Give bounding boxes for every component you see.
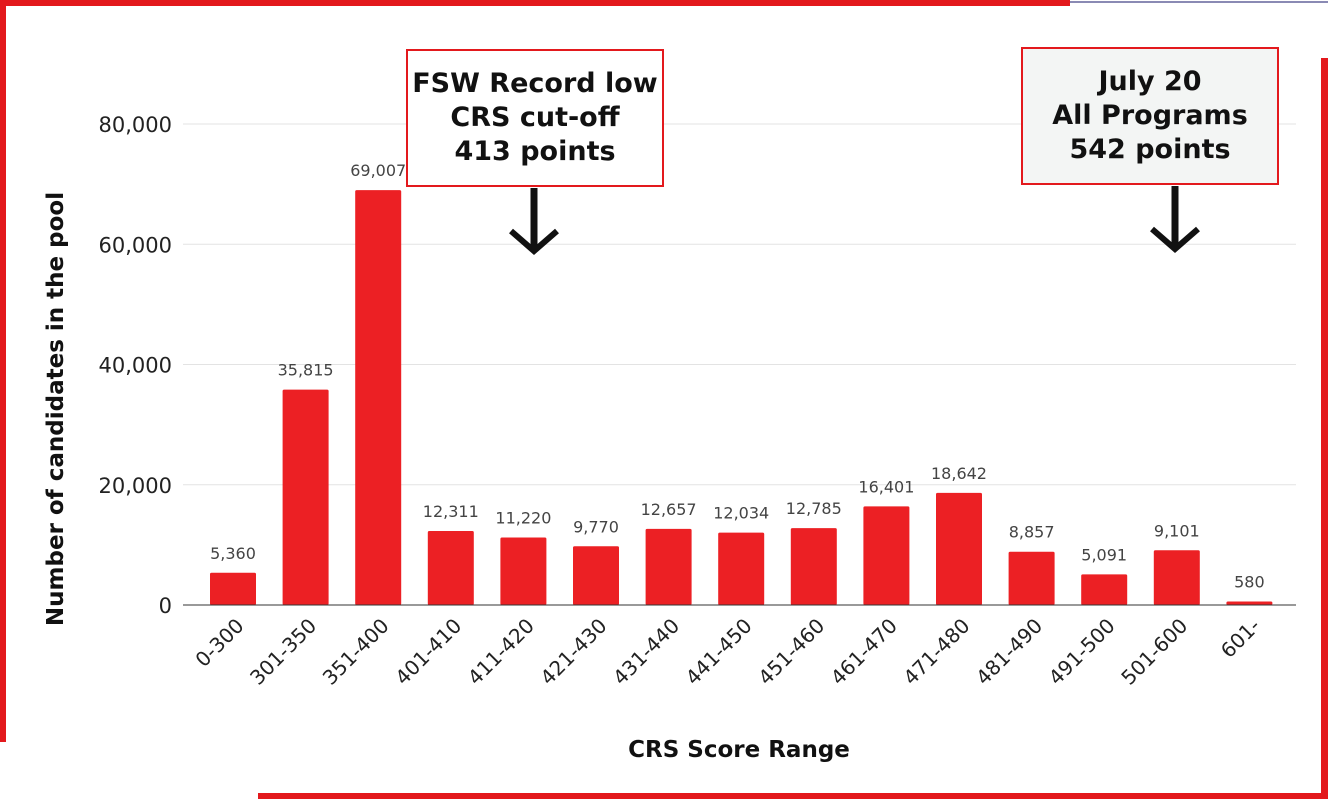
bar	[573, 546, 619, 605]
frame-bottom-border	[258, 793, 1328, 799]
x-tick-label: 461-470	[826, 614, 902, 690]
value-label: 9,770	[573, 517, 619, 536]
value-label: 12,785	[786, 499, 842, 518]
frame-right-border	[1321, 58, 1328, 799]
value-label: 35,815	[278, 361, 334, 380]
x-tick-label: 481-490	[971, 614, 1047, 690]
callout-fsw-record-low: FSW Record low CRS cut-off 413 points	[406, 49, 664, 187]
y-tick-label: 20,000	[99, 474, 172, 498]
x-tick-label: 421-430	[535, 614, 611, 690]
callout-1-line-1: FSW Record low	[412, 68, 658, 99]
bar	[1081, 574, 1128, 605]
frame-top-border	[0, 0, 1070, 6]
x-axis-ticks: 0-300301-350351-400401-410411-420421-430…	[190, 614, 1264, 690]
bar	[355, 190, 402, 606]
bar	[790, 528, 837, 605]
callout-2-line-3: 542 points	[1069, 134, 1231, 165]
arrow-head	[509, 228, 559, 255]
value-label: 580	[1234, 573, 1265, 592]
arrow-head	[1150, 226, 1200, 253]
value-label: 69,007	[350, 161, 406, 180]
value-label: 16,401	[858, 477, 914, 496]
value-label: 8,857	[1009, 523, 1055, 542]
callout-july-20: July 20 All Programs 542 points	[1021, 47, 1279, 185]
x-tick-label: 431-440	[608, 614, 684, 690]
x-tick-label: 351-400	[318, 614, 394, 690]
y-axis-ticks: 0 20,000 40,000 60,000 80,000	[99, 113, 172, 618]
frame-top-right-line	[1070, 1, 1328, 3]
bar	[863, 506, 910, 605]
bar	[427, 530, 474, 605]
frame-left-border	[0, 0, 6, 742]
bar	[1153, 550, 1200, 605]
bar	[718, 532, 765, 605]
x-tick-label: 601-	[1216, 614, 1265, 663]
bar	[936, 492, 982, 605]
x-tick-label: 401-410	[390, 614, 466, 690]
bar	[1008, 551, 1055, 605]
callout-2-line-2: All Programs	[1052, 100, 1248, 131]
callout-arrows	[509, 186, 1200, 255]
x-tick-label: 301-350	[245, 614, 321, 690]
x-tick-label: 441-450	[681, 614, 757, 690]
y-axis-title: Number of candidates in the pool	[43, 192, 69, 626]
value-labels: 5,360 35,815 69,007 12,311 11,220 9,770 12,657…	[210, 161, 1265, 591]
bar	[645, 528, 692, 605]
x-tick-label: 471-480	[898, 614, 974, 690]
y-tick-label: 60,000	[99, 233, 172, 257]
bar	[282, 389, 329, 605]
callout-1-line-2: CRS cut-off	[450, 102, 620, 133]
bar	[1226, 601, 1273, 605]
bar	[500, 537, 547, 605]
callout-2-line-1: July 20	[1098, 66, 1202, 97]
bar	[210, 572, 256, 605]
callout-1-line-3: 413 points	[454, 136, 616, 167]
x-tick-label: 411-420	[463, 614, 539, 690]
value-label: 11,220	[495, 509, 551, 528]
value-label: 12,034	[713, 504, 769, 523]
value-label: 5,360	[210, 544, 256, 563]
value-label: 18,642	[931, 464, 987, 483]
y-tick-label: 40,000	[99, 354, 172, 378]
bars	[210, 190, 1273, 606]
value-label: 12,311	[423, 502, 479, 521]
x-axis-title: CRS Score Range	[628, 737, 850, 763]
value-label: 5,091	[1081, 545, 1127, 564]
y-tick-label: 0	[159, 594, 172, 618]
y-tick-label: 80,000	[99, 113, 172, 137]
x-tick-label: 501-600	[1116, 614, 1192, 690]
x-tick-label: 0-300	[190, 614, 248, 672]
x-tick-label: 451-460	[753, 614, 829, 690]
value-label: 12,657	[641, 500, 697, 519]
x-tick-label: 491-500	[1044, 614, 1120, 690]
value-label: 9,101	[1154, 521, 1200, 540]
